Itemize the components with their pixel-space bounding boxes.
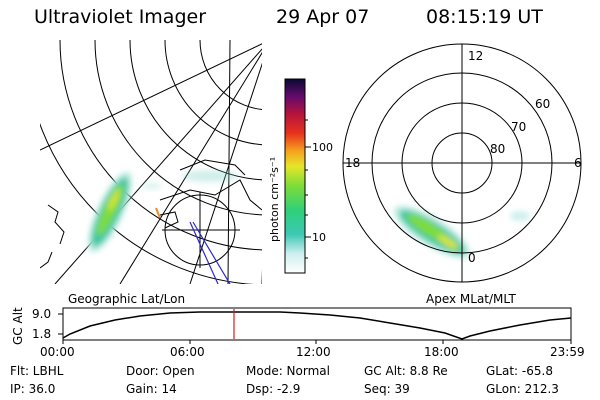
colorbar-unit-label: photon cm⁻²s⁻¹: [268, 157, 281, 242]
altitude-ytick-1: 1.8: [32, 327, 51, 341]
seq-readout: Seq: 39: [364, 382, 410, 396]
mlt-label-0: 0: [468, 251, 476, 265]
time-tick-2359: 23:59: [550, 345, 585, 359]
mlt-label-18: 18: [345, 156, 360, 170]
geographic-map: [40, 40, 262, 284]
door-readout: Door: Open: [126, 364, 195, 378]
glon-readout: GLon: 212.3: [486, 382, 559, 396]
altitude-curve: [62, 311, 572, 340]
time-tick-0600: 06:00: [170, 345, 205, 359]
aurora-emission-left: [87, 171, 133, 253]
geographic-map-label: Geographic Lat/Lon: [68, 292, 186, 306]
lat-label-70: 70: [511, 120, 526, 134]
altitude-ylabel: GC Alt: [11, 307, 25, 345]
dsp-readout: Dsp: -2.9: [246, 382, 301, 396]
mlt-label-12: 12: [468, 49, 483, 63]
polar-mlat-mlt-plot: 12 18 6 0 60 70 80: [342, 43, 582, 283]
apex-map-label: Apex MLat/MLT: [426, 292, 516, 306]
colorbar-tick-100: 100: [312, 141, 333, 154]
ip-readout: IP: 36.0: [10, 382, 56, 396]
colorbar-tick-10: 10: [312, 231, 326, 244]
lat-label-60: 60: [535, 97, 550, 111]
gain-readout: Gain: 14: [126, 382, 177, 396]
filter-readout: Flt: LBHL: [10, 364, 64, 378]
altitude-strip: GC Alt 9.0 1.8: [11, 307, 572, 345]
time-tick-1800: 18:00: [424, 345, 459, 359]
time-tick-0000: 00:00: [40, 345, 75, 359]
altitude-ytick-9: 9.0: [32, 307, 51, 321]
mlt-label-6: 6: [574, 156, 582, 170]
glat-readout: GLat: -65.8: [486, 364, 553, 378]
time-tick-1200: 12:00: [296, 345, 331, 359]
mode-readout: Mode: Normal: [246, 364, 330, 378]
gc-alt-readout: GC Alt: 8.8 Re: [364, 364, 448, 378]
lat-label-80: 80: [490, 142, 505, 156]
colorbar: 100 10 photon cm⁻²s⁻¹: [268, 78, 333, 274]
date-label: 29 Apr 07: [276, 6, 370, 28]
instrument-title: Ultraviolet Imager: [34, 6, 207, 28]
time-label: 08:15:19 UT: [426, 6, 543, 28]
